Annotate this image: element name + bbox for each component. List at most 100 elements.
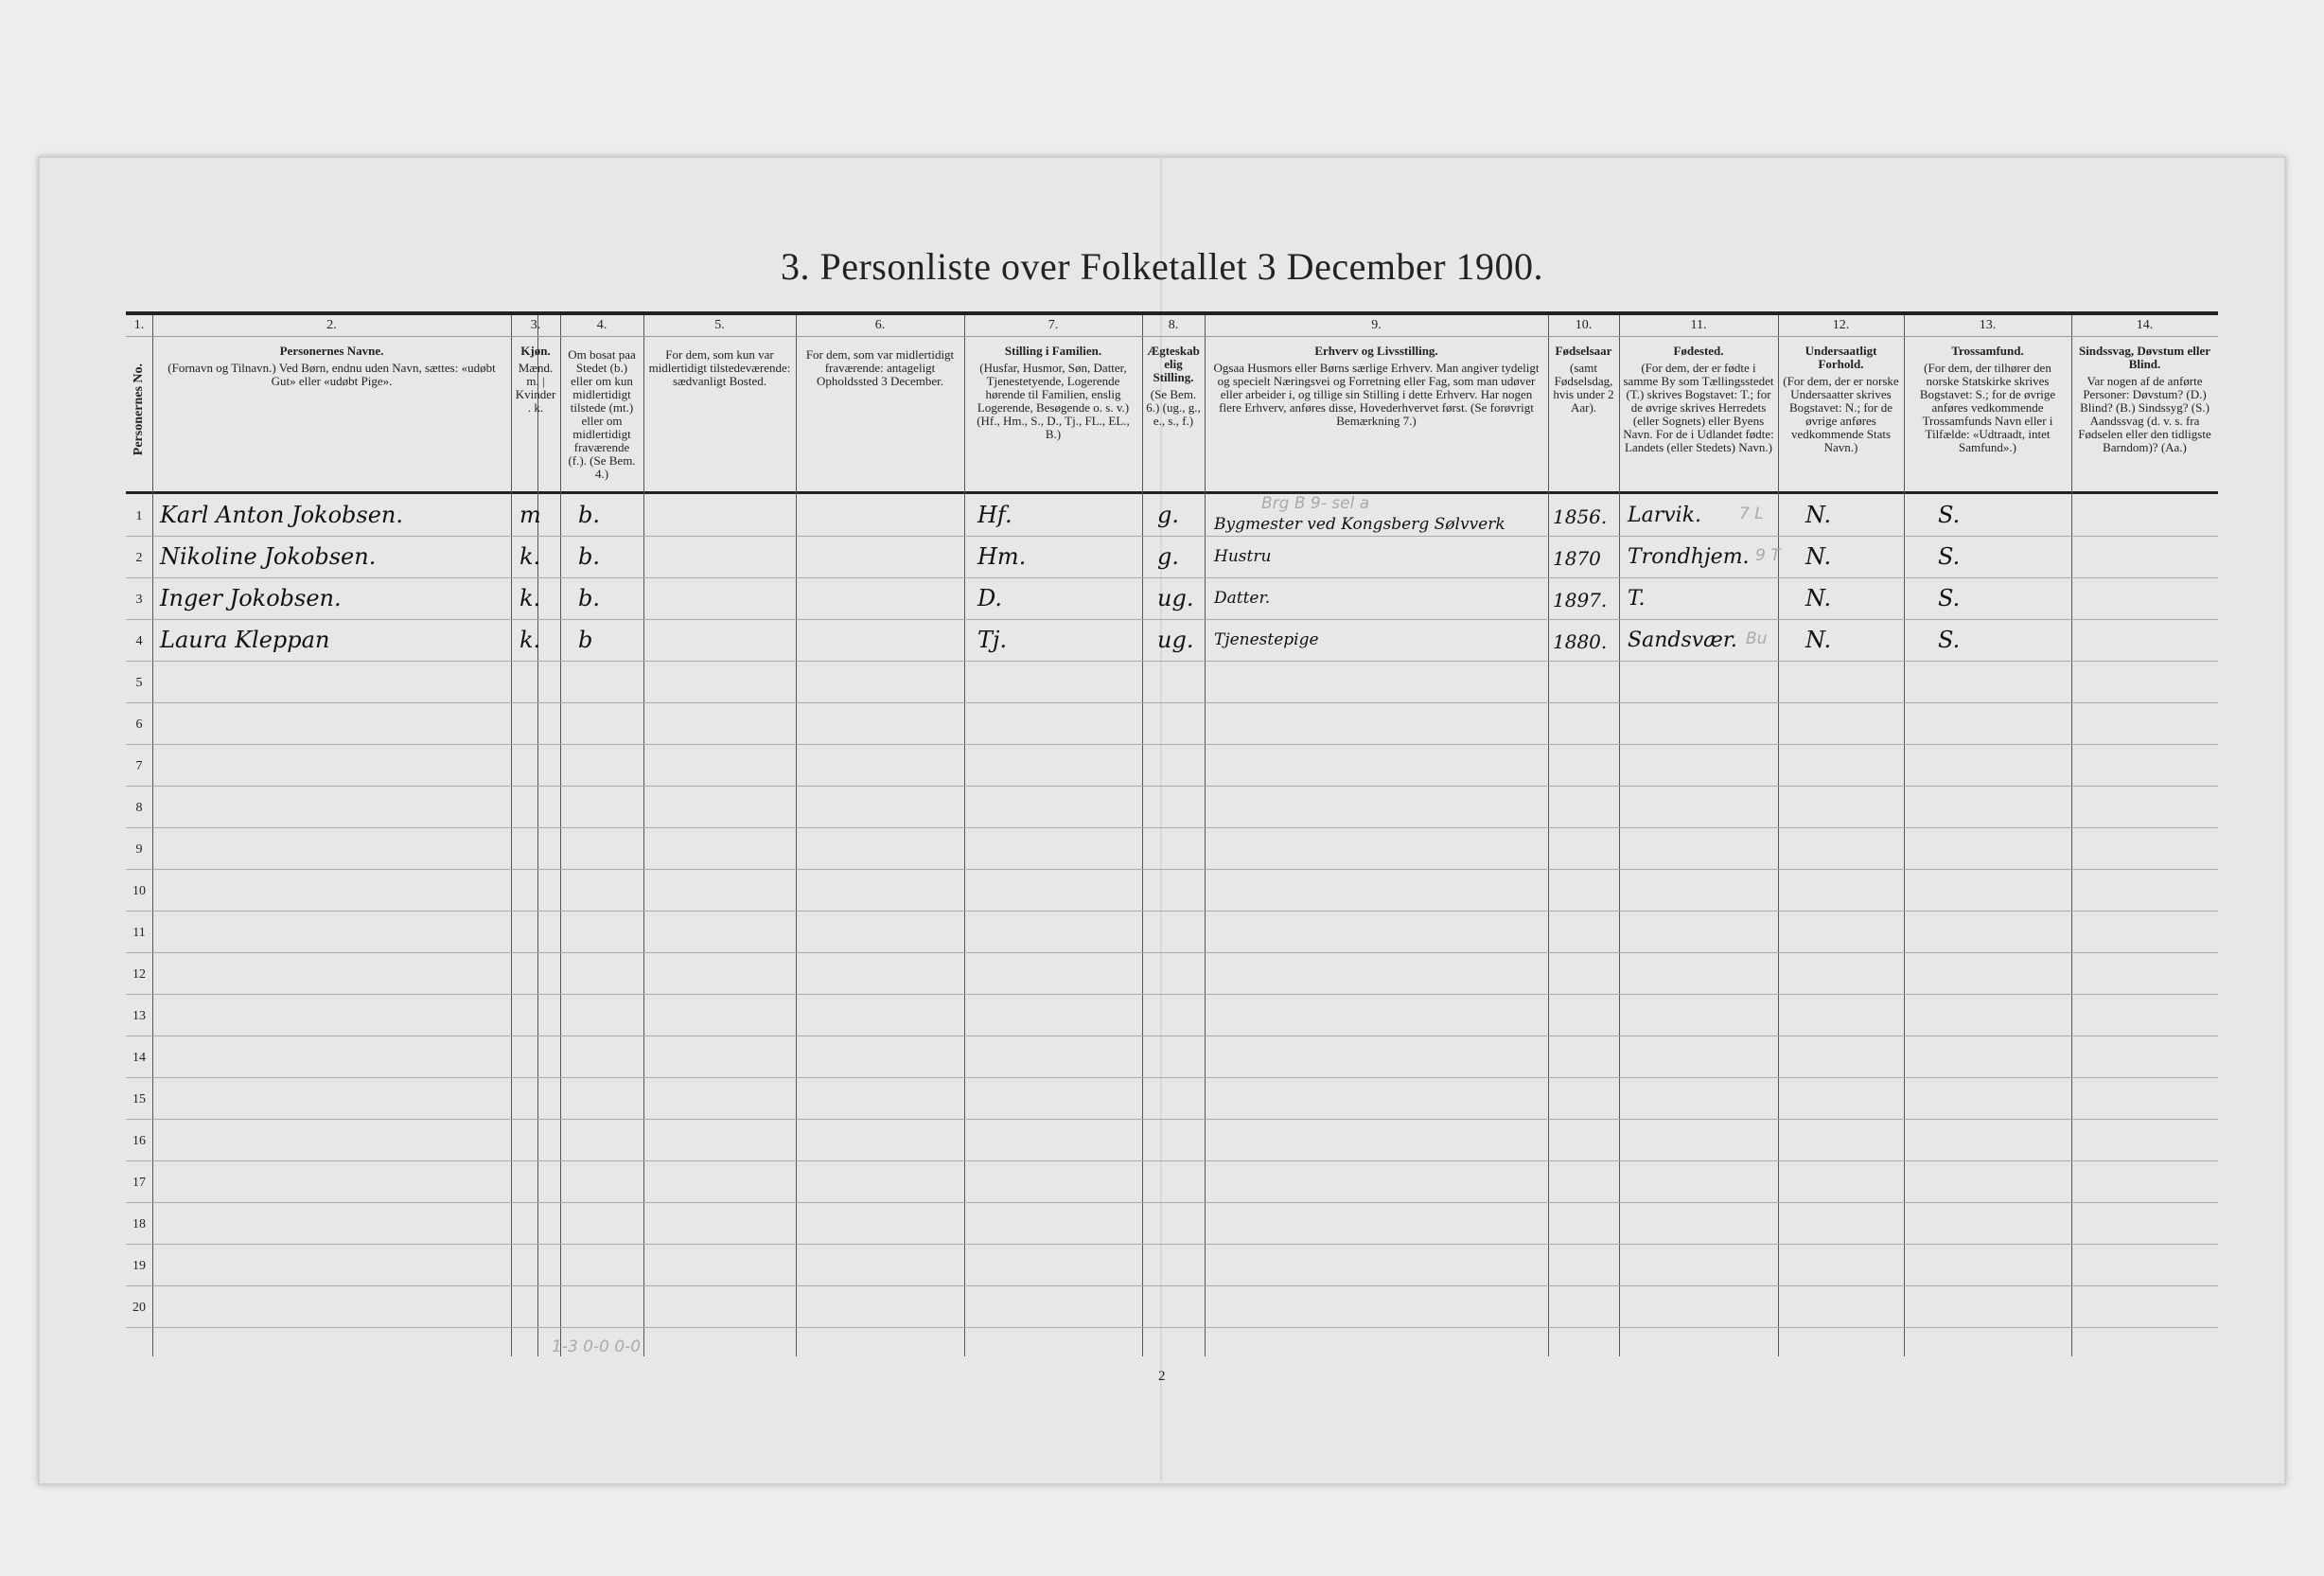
row-number: 12 [132, 967, 146, 982]
column-number: 9. [1205, 315, 1548, 337]
row-number: 10 [132, 884, 146, 898]
table-row: 11 [126, 911, 2218, 953]
row-number: 2 [135, 551, 143, 565]
column-number: 14. [2071, 315, 2218, 337]
row-number: 4 [135, 634, 143, 648]
cell-name: Inger Jokobsen. [160, 585, 342, 611]
cell-family: Hf. [977, 502, 1012, 528]
row-number: 18 [132, 1217, 146, 1231]
table-row: 15 [126, 1077, 2218, 1120]
column-description: Fødselsaar (samt Fødselsdag, hvis under 2… [1548, 337, 1619, 415]
column-header-6: 6. For dem, som var midlertidigt fraværen… [796, 315, 964, 491]
cell-residence: b. [578, 502, 600, 528]
row-number: 20 [132, 1301, 146, 1315]
table-row: 3 Inger Jokobsen. k. b. D. ug. Datter. 1897. T. N… [126, 577, 2218, 620]
table-row: 4 Laura Kleppan k. b Tj. ug. Tjenestepige 1880.… [126, 619, 2218, 662]
column-text: (Se Bem. 6.) (ug., g., e., s., f.) [1146, 387, 1201, 428]
column-header-11: 11. Fødested. (For dem, der er fødte i sam… [1619, 315, 1778, 491]
table-row: 5 [126, 661, 2218, 703]
column-divider [964, 315, 965, 1356]
cell-born: 1880. [1553, 630, 1608, 653]
column-heading: Trossamfund. [1951, 344, 2024, 358]
column-header-5: 5. For dem, som kun var midlertidigt tils… [643, 315, 796, 491]
row-number: 3 [135, 593, 143, 607]
cell-born: 1897. [1553, 589, 1608, 611]
column-heading: Undersaatligt Forhold. [1805, 344, 1877, 371]
table-row: 10 [126, 869, 2218, 912]
column-description: Erhverv og Livsstilling. Ogsaa Husmors el… [1205, 337, 1548, 428]
column-text: For dem, som var midlertidigt fraværende… [805, 347, 955, 388]
column-header-10: 10. Fødselsaar (samt Fødselsdag, hvis unde… [1548, 315, 1619, 491]
column-heading: Ægteskabelig Stilling. [1147, 344, 1200, 384]
column-description: Kjøn. Mænd. m. | Kvinder. k. [511, 337, 560, 415]
column-number: 8. [1142, 315, 1205, 337]
column-text: (samt Fødselsdag, hvis under 2 Aar). [1553, 361, 1614, 415]
column-text: Mænd. m. | Kvinder. k. [515, 361, 556, 415]
column-text: (For dem, der er fødte i samme By som Tæ… [1623, 361, 1774, 454]
table-row: 16 [126, 1119, 2218, 1161]
cell-citizenship: N. [1805, 585, 1832, 611]
page-fold [1160, 156, 1162, 1481]
cell-family: Tj. [977, 627, 1008, 653]
cell-occupation: Tjenestepige [1214, 630, 1319, 649]
header-bottom-rule [126, 491, 2218, 494]
cell-birthplace: Sandsvær. [1628, 629, 1737, 652]
cell-residence: b. [578, 543, 600, 570]
column-description: Trossamfund. (For dem, der tilhører den n… [1904, 337, 2071, 454]
table-row: 19 [126, 1244, 2218, 1286]
table-row: 8 [126, 786, 2218, 828]
column-heading: Stilling i Familien. [1004, 344, 1102, 358]
column-header-2: 2. Personernes Navne. (Fornavn og Tilnavn.… [152, 315, 511, 491]
table-row: 6 [126, 702, 2218, 745]
pencil-note: 1-3 0-0 0-0 [552, 1337, 642, 1356]
column-description: For dem, som var midlertidigt fraværende… [796, 337, 964, 388]
row-number: 13 [132, 1009, 146, 1023]
column-number: 1. [126, 315, 152, 337]
column-header-13: 13. Trossamfund. (For dem, der tilhører de… [1904, 315, 2071, 491]
cell-birthplace: Trondhjem. [1628, 545, 1750, 569]
table-row: 12 [126, 952, 2218, 995]
column-header-14: 14. Sindssvag, Døvstum eller Blind. Var no… [2071, 315, 2218, 491]
cell-born: 1870 [1553, 547, 1601, 570]
column-heading: Personernes Navne. [279, 344, 384, 358]
column-text: (Husfar, Husmor, Søn, Datter, Tjenestety… [977, 361, 1130, 441]
column-number: 10. [1548, 315, 1619, 337]
table-row: 1 Karl Anton Jokobsen. m b. Hf. g. Bygmester v… [126, 494, 2218, 537]
table-row: 2 Nikoline Jokobsen. k. b. Hm. g. Hustru 1870 Tr… [126, 536, 2218, 578]
cell-occupation: Hustru [1214, 547, 1272, 566]
column-number: 2. [152, 315, 511, 337]
cell-religion: S. [1938, 543, 1961, 570]
table-row: 14 [126, 1036, 2218, 1078]
census-form-sheet [38, 156, 2286, 1485]
cell-name: Laura Kleppan [160, 627, 330, 653]
column-divider [1548, 315, 1549, 1356]
row-number: 19 [132, 1259, 146, 1273]
column-divider [2071, 315, 2072, 1356]
pencil-note: Bu [1746, 629, 1768, 648]
column-divider [537, 315, 538, 1356]
row-number: 5 [135, 676, 143, 690]
cell-citizenship: N. [1805, 502, 1832, 528]
row-number: 11 [132, 926, 146, 940]
column-description: Fødested. (For dem, der er fødte i samme … [1619, 337, 1778, 454]
column-header-9: 9. Erhverv og Livsstilling. Ogsaa Husmors … [1205, 315, 1548, 491]
form-title: 3. Personliste over Folketallet 3 Decemb… [780, 245, 1544, 288]
column-heading: Kjøn. [520, 344, 551, 358]
column-number: 4. [560, 315, 643, 337]
column-heading: Fødselsaar [1555, 344, 1612, 358]
column-header-1: 1. Personernes No. [126, 315, 152, 491]
row-number: 15 [132, 1092, 146, 1107]
column-heading: Personernes No. [132, 363, 146, 456]
column-description: Stilling i Familien. (Husfar, Husmor, Søn… [964, 337, 1142, 441]
column-header-12: 12. Undersaatligt Forhold. (For dem, der e… [1778, 315, 1904, 491]
cell-birthplace: Larvik. [1628, 504, 1702, 527]
column-divider [1778, 315, 1779, 1356]
column-divider [1619, 315, 1620, 1356]
column-header-7: 7. Stilling i Familien. (Husfar, Husmor, S… [964, 315, 1142, 491]
column-divider [560, 315, 561, 1356]
cell-family: D. [977, 585, 1003, 611]
table-top-rule [126, 311, 2218, 315]
column-header-4: 4. Om bosat paa Stedet (b.) eller om kun … [560, 315, 643, 491]
column-heading: Fødested. [1673, 344, 1724, 358]
row-number: 17 [132, 1176, 146, 1190]
